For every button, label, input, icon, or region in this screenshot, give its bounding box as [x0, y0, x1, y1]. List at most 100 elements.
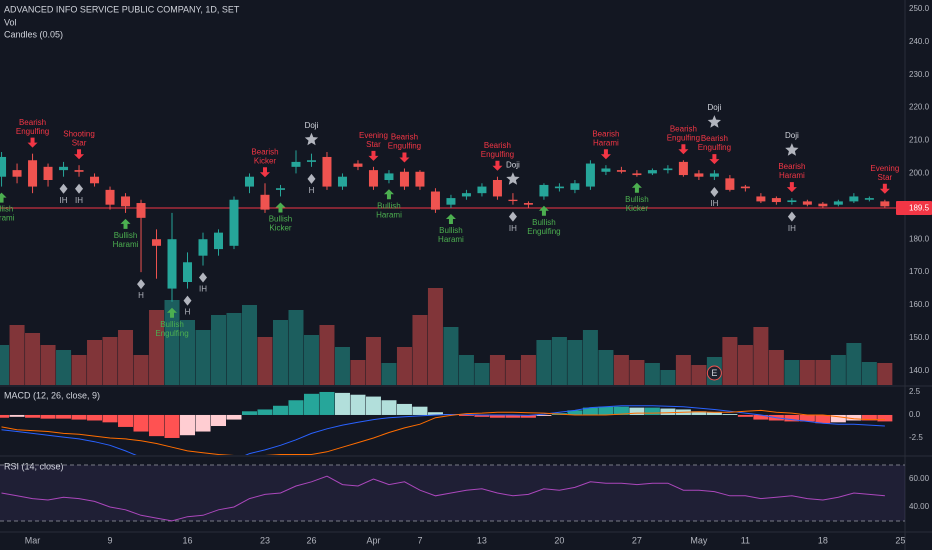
candle-body [539, 184, 549, 197]
macd-histogram-bar [25, 414, 41, 418]
pattern-label: IH [75, 196, 83, 205]
macd-histogram-bar [877, 414, 893, 422]
bullish-arrow [383, 189, 394, 200]
doji-star [506, 172, 520, 185]
y-tick-label: 160.0 [909, 300, 930, 309]
macd-histogram-bar [505, 414, 521, 418]
pattern-label: IH [788, 224, 796, 233]
volume-bar [272, 320, 288, 385]
pattern-label: Doji [785, 131, 799, 140]
macd-histogram-bar [365, 396, 381, 415]
macd-histogram-bar [753, 414, 769, 420]
macd-histogram-bar [582, 407, 598, 415]
x-tick-label: 7 [417, 535, 422, 545]
pattern-label: Star [72, 138, 87, 147]
pattern-label: Bullish [532, 218, 556, 227]
macd-pane [0, 391, 893, 455]
harmonic-diamond [787, 211, 796, 222]
last-price-box [896, 200, 932, 215]
pattern-label: Shooting [63, 129, 95, 138]
volume-bar [846, 343, 862, 385]
candle-body [787, 200, 797, 203]
bearish-arrow [368, 150, 379, 161]
pattern-label: Bullish [160, 320, 184, 329]
volume-bar [133, 355, 149, 385]
volume-bar [861, 362, 877, 385]
volume-bar [458, 355, 474, 385]
bearish-arrow [709, 154, 720, 165]
pattern-label: Star [878, 173, 893, 182]
pattern-label: IH [199, 285, 207, 294]
volume-bar [784, 360, 800, 385]
overlay: ADVANCED INFO SERVICE PUBLIC COMPANY, 1D… [4, 4, 932, 545]
candle-body [384, 173, 394, 180]
macd-histogram-bar [350, 394, 366, 415]
volume-bar [722, 337, 738, 385]
bearish-arrow [879, 183, 890, 194]
pattern-label: Doji [708, 103, 722, 112]
x-tick-label: 13 [477, 535, 487, 545]
candle-body [260, 194, 270, 210]
candle-body [880, 201, 890, 207]
candle-body [121, 196, 131, 207]
volume-bar [598, 350, 614, 385]
macd-tick-label: -2.5 [909, 433, 923, 442]
candle-body [647, 170, 657, 174]
candle-body [214, 232, 224, 250]
candle-body [725, 178, 735, 190]
volume-bar [427, 288, 443, 385]
volume-bar [551, 337, 567, 385]
x-tick-label: Mar [25, 535, 41, 545]
pattern-label: IH [509, 224, 517, 233]
macd-histogram-bar [102, 414, 118, 423]
volume-bar [443, 327, 459, 385]
doji-star [785, 143, 799, 156]
harmonic-diamond [710, 186, 719, 197]
y-tick-label: 220.0 [909, 103, 930, 112]
pattern-label: Bearish [484, 141, 511, 150]
y-tick-label: 230.0 [909, 70, 930, 79]
candle-body [771, 198, 781, 203]
candle-body [368, 170, 378, 187]
candle-body [244, 176, 254, 187]
volume-bar [644, 363, 660, 385]
candle-body [523, 203, 533, 205]
pattern-label: Kicker [626, 204, 649, 213]
volume-bar [195, 330, 211, 385]
candle-body [322, 156, 332, 187]
volume-bar [319, 325, 335, 385]
candle-body [508, 199, 518, 202]
candle-body [477, 186, 487, 194]
bullish-arrow [275, 202, 286, 213]
macd-histogram-bar [288, 400, 304, 415]
candle-body [415, 171, 425, 187]
volume-bar [56, 350, 72, 385]
volume-bar [40, 345, 56, 385]
pattern-label: Bullish [269, 215, 293, 224]
bearish-arrow [259, 167, 270, 178]
volume-bar [180, 320, 196, 385]
macd-histogram-bar [458, 414, 474, 416]
candle-body [570, 183, 580, 190]
x-tick-label: 18 [818, 535, 828, 545]
volume-bar [211, 315, 227, 385]
rsi-line [1, 475, 885, 522]
macd-histogram-bar [846, 414, 862, 421]
candle-body [740, 186, 750, 189]
candle-body [678, 161, 688, 176]
volume-bar [164, 300, 180, 385]
pattern-label: Evening [359, 131, 388, 140]
volume-bar [102, 337, 118, 385]
volume-bar [226, 313, 242, 385]
volume-bar [9, 325, 25, 385]
volume-bar [241, 305, 257, 385]
candle-body [167, 239, 177, 289]
volume-bar [768, 350, 784, 385]
pattern-label: Star [366, 140, 381, 149]
pattern-label: Bearish [670, 124, 697, 133]
pattern-label: Bullish [377, 201, 401, 210]
volume-bar [737, 345, 753, 385]
harmonic-diamond [75, 183, 84, 194]
macd-tick-label: 0.0 [909, 410, 921, 419]
indicator-label: Vol [4, 17, 17, 27]
